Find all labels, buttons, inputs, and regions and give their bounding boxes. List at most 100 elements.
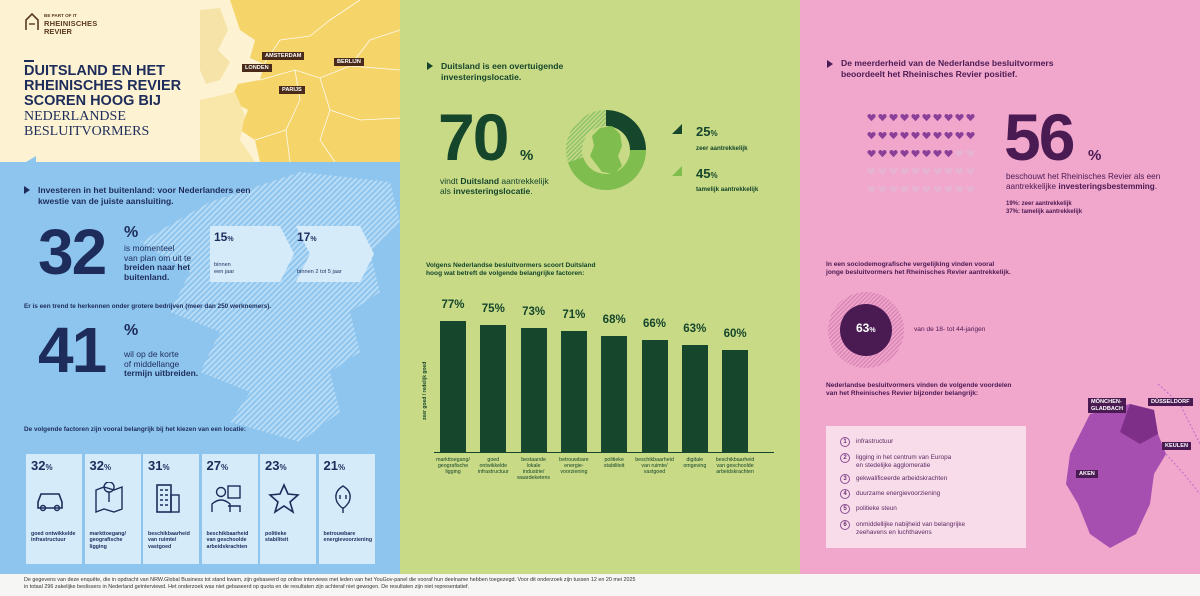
heart-icon [889, 114, 898, 122]
stat-56-line-2: aantrekkelijke investeringsbestemming. [1006, 182, 1160, 192]
heart-icon [867, 186, 876, 194]
stat-70-l2a: als [440, 186, 454, 196]
share1-marker-icon [672, 124, 682, 134]
chart-bar [560, 331, 587, 452]
factor-label: beschikbaarheid van ruimte/vastgoed [148, 531, 190, 550]
chart-bar-label-line: ontwikkelde [479, 463, 508, 469]
stat-70-text: vindt Duitsland aantrekkelijk als invest… [440, 176, 549, 196]
chart-bar-value: 68% [602, 314, 626, 327]
germany-panel: Duitsland is een overtuigende investerin… [400, 0, 800, 574]
city-label-amsterdam: AMSTERDAM [262, 52, 305, 60]
age-circle-pct: 63% [856, 321, 876, 335]
heart-icon [900, 114, 909, 122]
heart-icon [944, 186, 953, 194]
heart-icon [900, 150, 909, 158]
chart-bar-label: markttoegang/geografische ligging [433, 457, 473, 475]
factor-label: politieke stabiliteit [265, 531, 288, 544]
chart-bar-label-line: politieke [604, 457, 624, 463]
chart-bar-label: goed ontwikkelde infrastructuur [473, 457, 513, 475]
stat-32-unit: % [124, 224, 139, 241]
chart-bar-label-line: ligging [445, 469, 461, 475]
title-line-5: BESLUITVORMERS [24, 124, 150, 139]
factor-bar-chart: 77% markttoegang/geografische ligging 75% go… [400, 0, 800, 574]
factor-unit: % [162, 463, 170, 472]
heart-icon [878, 132, 887, 140]
chart-bar-label: beschikbaarheid van geschoolde arbeidskrac… [715, 457, 755, 475]
heart-icon [944, 114, 953, 122]
stat-41: 41 [38, 314, 107, 386]
stat-32-line-4: buitenland. [124, 271, 170, 282]
chart-bar-value: 60% [723, 328, 747, 340]
chart-heading: Volgens Nederlandse besluitvormers scoor… [426, 262, 596, 278]
advantage-number: 3 [840, 474, 850, 484]
chart-bar [641, 339, 668, 452]
factor-label-1: betrouwbare [323, 531, 356, 537]
advantage-item: gekwalificeerde arbeidskrachten [856, 475, 947, 483]
advantage-line-1: gekwalificeerde arbeidskrachten [856, 475, 948, 482]
headline-tick [24, 60, 34, 62]
stat-56-sub-2: 37%: tamelijk aantrekkelijk [1006, 209, 1083, 215]
chart-bar-label-line: betrouwbare [559, 457, 589, 463]
share2-unit: % [710, 171, 718, 180]
stat-70-l1c: aantrekkelijk [499, 176, 549, 186]
arrow1-label: binnen een jaar [214, 262, 234, 275]
pink-heading-line-2: beoordeelt het Rheinisches Revier positi… [841, 68, 1018, 79]
factor-label-2: geografische [89, 537, 123, 544]
heart-icon [878, 114, 887, 122]
europe-map [200, 0, 400, 162]
share2-label: tamelijk aantrekkelijk [696, 186, 759, 193]
footer-line-1: De gegevens van deze enquête, die in opd… [24, 577, 636, 583]
factor-value: 27 [206, 458, 221, 473]
brand-tagline: BE PART OF IT [44, 13, 77, 18]
factor-label: goed ontwikkelde infrastructuur [31, 531, 75, 544]
chart-bar-label: betrouwbare energie-voorziening [554, 457, 594, 475]
factor-box: 23% politieke stabiliteit [260, 454, 316, 564]
heart-icon [922, 168, 931, 176]
heart-icon [900, 168, 909, 176]
heart-icon [933, 186, 942, 194]
title-line-2: RHEINISCHES REVIER [24, 78, 182, 94]
stat-32-line-2: van plan om uit te [124, 252, 192, 263]
green-heading-line-2: investeringslocatie. [441, 71, 522, 82]
footer: De gegevens van deze enquête, die in opd… [0, 574, 1200, 596]
heart-icon [955, 168, 964, 176]
heart-icon [867, 150, 876, 158]
demo-heading-line-2: jonge besluitvormers het Rheinisches Rev… [826, 269, 1011, 276]
age-circle-unit: % [869, 327, 876, 334]
stat-41-line-2: of middellange [124, 358, 180, 369]
chart-bar-value: 71% [562, 309, 586, 322]
brand-name-2: REVIER [44, 27, 72, 36]
page-title: DUITSLAND EN HET RHEINISCHES REVIER SCOR… [24, 64, 182, 140]
heart-icon [900, 132, 909, 140]
advantage-item: onmiddellijke nabijheid van belangrijke z… [856, 521, 965, 536]
arrow1-value: 15 [214, 230, 228, 244]
chart-bar-label-line: beschikbaarheid [715, 457, 755, 463]
blue-heading-line-1: Investeren in het buitenland: voor Neder… [38, 185, 251, 195]
arrow1-label-1: binnen [214, 262, 231, 268]
heart-icon [922, 114, 931, 122]
advantage-line-1: onmiddellijke nabijheid van belangrijke [856, 521, 966, 528]
pink-heading-arrow-icon [827, 60, 833, 68]
heart-icon [878, 186, 887, 194]
city-label-londen: LONDEN [242, 64, 272, 72]
chart-bar-label: politieke stabiliteit [594, 457, 634, 469]
factor-unit: % [279, 463, 287, 472]
stat-56-l2a: aantrekkelijke [1006, 181, 1059, 191]
chart-bar [440, 321, 466, 452]
factor-label-2: van geschoolde [206, 537, 247, 544]
chart-bar-label: digitale omgeving [675, 457, 715, 469]
city-label-berlijn: BERLIJN [334, 58, 364, 66]
stat-32: 32 [38, 216, 107, 288]
germany-donut-chart [566, 110, 646, 190]
heart-icon [878, 168, 887, 176]
stat-56-sub: 19%: zeer aantrekkelijk 37%: tamelijk aa… [1006, 200, 1082, 216]
chart-heading-line-1: Volgens Nederlandse besluitvormers scoor… [426, 262, 596, 269]
arrow2-label: binnen 2 tot 5 jaar [297, 269, 342, 275]
region-label-monchengladbach: MÖNCHEN- GLADBACH [1088, 398, 1127, 413]
heart-icon [922, 186, 931, 194]
trend-text: Er is een trend te herkennen onder grote… [24, 303, 272, 310]
stat-70-l1a: vindt [440, 176, 461, 186]
chart-bar-label-line: arbeidskrachten [716, 469, 754, 475]
heart-icon [955, 150, 964, 158]
heart-icon [966, 186, 975, 194]
